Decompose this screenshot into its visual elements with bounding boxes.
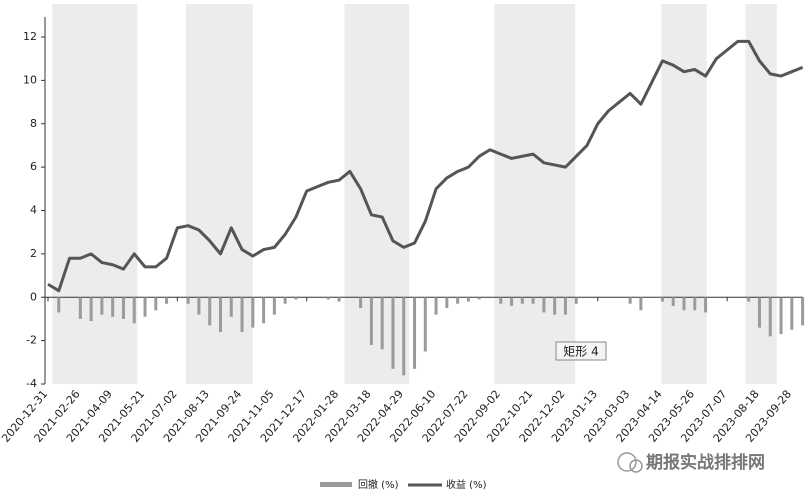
bar	[283, 297, 287, 304]
bar	[790, 297, 794, 330]
bar	[779, 297, 783, 335]
bar	[499, 297, 503, 304]
bar	[380, 297, 384, 350]
y-tick-label: 12	[23, 30, 37, 43]
bar	[251, 297, 255, 328]
bar	[359, 297, 363, 309]
bar	[391, 297, 395, 369]
bar	[531, 297, 535, 304]
y-tick-label: 10	[23, 73, 37, 86]
y-tick-label: 2	[30, 247, 37, 260]
shade-layer	[52, 4, 777, 384]
bar	[693, 297, 697, 311]
bar	[682, 297, 686, 311]
bar	[520, 297, 524, 304]
bar	[563, 297, 567, 315]
bar	[89, 297, 93, 322]
y-tick-label: 0	[30, 290, 37, 303]
bar	[111, 297, 115, 317]
annotation: 矩形 4	[563, 345, 598, 359]
legend-swatch	[320, 482, 352, 487]
y-tick-label: 4	[30, 204, 37, 217]
annotation-box	[555, 341, 607, 361]
bar	[132, 297, 136, 324]
bar	[218, 297, 222, 332]
bar	[262, 297, 266, 324]
bar	[801, 297, 805, 326]
bar	[402, 297, 406, 376]
bar	[628, 297, 632, 304]
bar	[326, 297, 330, 300]
bar	[477, 297, 481, 300]
bar	[272, 297, 276, 315]
bar	[121, 297, 125, 319]
y-tick-label: 6	[30, 160, 37, 173]
bar	[671, 297, 675, 306]
bar	[542, 297, 546, 313]
bar	[423, 297, 427, 352]
bar	[510, 297, 514, 306]
bar	[466, 297, 470, 302]
bar	[186, 297, 190, 304]
bar	[757, 297, 761, 328]
bar	[768, 297, 772, 337]
shaded-range	[661, 4, 707, 384]
legend-label: 收益 (%)	[446, 478, 487, 491]
bar	[369, 297, 373, 345]
bar	[704, 297, 708, 313]
shaded-range	[52, 4, 138, 384]
bar	[553, 297, 557, 315]
bar	[445, 297, 449, 309]
y-tick-label: -4	[26, 377, 37, 390]
bar	[57, 297, 61, 313]
bar	[337, 297, 341, 302]
bar	[456, 297, 460, 304]
bar	[747, 297, 751, 302]
bar	[165, 297, 169, 304]
legend-label: 回撤 (%)	[358, 478, 399, 491]
line	[47, 39, 804, 293]
bar	[574, 297, 578, 304]
y-tick-label: 8	[30, 117, 37, 130]
bar	[639, 297, 643, 311]
bar	[100, 297, 104, 315]
bar	[434, 297, 438, 315]
bar	[208, 297, 212, 326]
y-tick-label: -2	[26, 334, 37, 347]
bar	[229, 297, 233, 317]
bar	[240, 297, 244, 332]
bar	[660, 297, 664, 302]
bar	[294, 297, 298, 300]
shaded-range	[494, 4, 576, 384]
watermark: 期报实战排排网	[646, 452, 765, 473]
watermark-icon	[617, 452, 643, 473]
bar	[413, 297, 417, 369]
bar	[78, 297, 82, 319]
bar	[197, 297, 201, 315]
bar	[143, 297, 147, 317]
shaded-range	[344, 4, 410, 384]
bar	[154, 297, 158, 311]
